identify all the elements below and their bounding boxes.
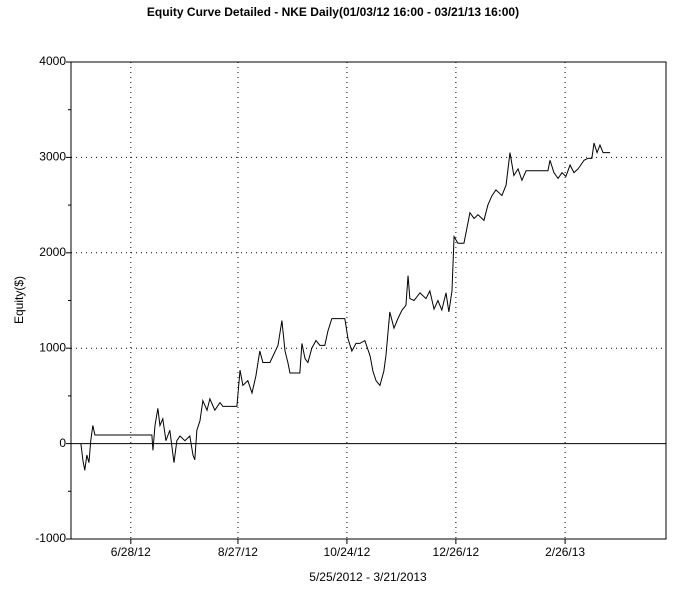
y-tick-label: 1000 [39,340,66,354]
x-tick-label: 2/26/13 [545,545,585,559]
y-tick-label: 0 [59,436,66,450]
equity-line [80,142,611,471]
x-tick-label: 6/28/12 [111,545,151,559]
x-axis-label: 5/25/2012 - 3/21/2013 [309,570,427,584]
x-tick-label: 8/27/12 [218,545,258,559]
x-tick-label: 10/24/12 [324,545,371,559]
y-tick-label: -1000 [35,531,66,545]
y-axis-label: Equity($) [12,276,26,324]
y-tick-label: 2000 [39,245,66,259]
x-tick-label: 12/26/12 [433,545,480,559]
plot-frame [70,61,667,540]
y-tick-label: 4000 [39,54,66,68]
y-tick-label: 3000 [39,150,66,164]
chart-title: Equity Curve Detailed - NKE Daily(01/03/… [147,5,519,19]
